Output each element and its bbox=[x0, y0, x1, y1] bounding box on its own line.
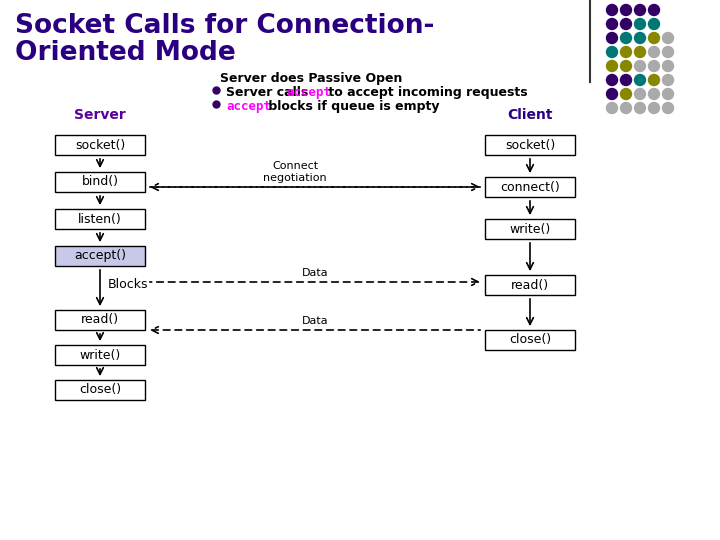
Text: Data: Data bbox=[302, 268, 328, 278]
FancyBboxPatch shape bbox=[485, 177, 575, 197]
Text: Server: Server bbox=[74, 108, 126, 122]
Circle shape bbox=[662, 75, 673, 85]
Circle shape bbox=[621, 4, 631, 16]
Circle shape bbox=[621, 75, 631, 85]
Text: close(): close() bbox=[79, 383, 121, 396]
Text: listen(): listen() bbox=[78, 213, 122, 226]
Text: Data: Data bbox=[302, 316, 328, 326]
Circle shape bbox=[621, 46, 631, 57]
Circle shape bbox=[649, 18, 660, 30]
Text: Blocks: Blocks bbox=[108, 278, 148, 291]
FancyBboxPatch shape bbox=[485, 135, 575, 155]
Text: Client: Client bbox=[508, 108, 553, 122]
FancyBboxPatch shape bbox=[55, 246, 145, 266]
Text: Socket Calls for Connection-: Socket Calls for Connection- bbox=[15, 13, 434, 39]
Circle shape bbox=[621, 60, 631, 71]
Text: socket(): socket() bbox=[505, 138, 555, 152]
Circle shape bbox=[606, 75, 618, 85]
Circle shape bbox=[606, 103, 618, 113]
Text: Server calls: Server calls bbox=[226, 86, 312, 99]
Circle shape bbox=[634, 103, 646, 113]
Circle shape bbox=[649, 4, 660, 16]
Circle shape bbox=[662, 46, 673, 57]
Circle shape bbox=[634, 18, 646, 30]
Circle shape bbox=[662, 32, 673, 44]
FancyBboxPatch shape bbox=[485, 219, 575, 239]
Circle shape bbox=[649, 46, 660, 57]
Text: blocks if queue is empty: blocks if queue is empty bbox=[264, 100, 439, 113]
FancyBboxPatch shape bbox=[55, 135, 145, 155]
Circle shape bbox=[621, 103, 631, 113]
FancyBboxPatch shape bbox=[485, 330, 575, 350]
Circle shape bbox=[606, 46, 618, 57]
Circle shape bbox=[621, 32, 631, 44]
Text: accept: accept bbox=[226, 100, 271, 113]
Circle shape bbox=[662, 89, 673, 99]
Text: bind(): bind() bbox=[81, 176, 119, 188]
Circle shape bbox=[649, 75, 660, 85]
Circle shape bbox=[606, 18, 618, 30]
Text: accept: accept bbox=[286, 86, 331, 99]
Circle shape bbox=[634, 46, 646, 57]
Text: read(): read() bbox=[511, 279, 549, 292]
Text: close(): close() bbox=[509, 334, 551, 347]
FancyBboxPatch shape bbox=[55, 345, 145, 365]
Circle shape bbox=[662, 103, 673, 113]
Circle shape bbox=[634, 75, 646, 85]
Circle shape bbox=[606, 4, 618, 16]
Circle shape bbox=[649, 103, 660, 113]
FancyBboxPatch shape bbox=[55, 310, 145, 330]
Circle shape bbox=[649, 89, 660, 99]
Circle shape bbox=[606, 60, 618, 71]
Circle shape bbox=[649, 32, 660, 44]
FancyBboxPatch shape bbox=[55, 209, 145, 229]
Circle shape bbox=[634, 89, 646, 99]
Text: read(): read() bbox=[81, 314, 119, 327]
Circle shape bbox=[662, 60, 673, 71]
Circle shape bbox=[606, 89, 618, 99]
Circle shape bbox=[606, 32, 618, 44]
FancyBboxPatch shape bbox=[485, 275, 575, 295]
Circle shape bbox=[634, 32, 646, 44]
Circle shape bbox=[621, 18, 631, 30]
Text: Oriented Mode: Oriented Mode bbox=[15, 40, 235, 66]
FancyBboxPatch shape bbox=[55, 172, 145, 192]
Text: socket(): socket() bbox=[75, 138, 125, 152]
Text: write(): write() bbox=[509, 222, 551, 235]
Text: write(): write() bbox=[79, 348, 121, 361]
Circle shape bbox=[634, 4, 646, 16]
Text: Server does Passive Open: Server does Passive Open bbox=[220, 72, 402, 85]
Text: connect(): connect() bbox=[500, 180, 560, 193]
Text: to accept incoming requests: to accept incoming requests bbox=[324, 86, 528, 99]
Text: Connect
negotiation: Connect negotiation bbox=[264, 161, 327, 183]
Circle shape bbox=[634, 60, 646, 71]
Circle shape bbox=[649, 60, 660, 71]
FancyBboxPatch shape bbox=[55, 380, 145, 400]
Circle shape bbox=[621, 89, 631, 99]
Text: accept(): accept() bbox=[74, 249, 126, 262]
